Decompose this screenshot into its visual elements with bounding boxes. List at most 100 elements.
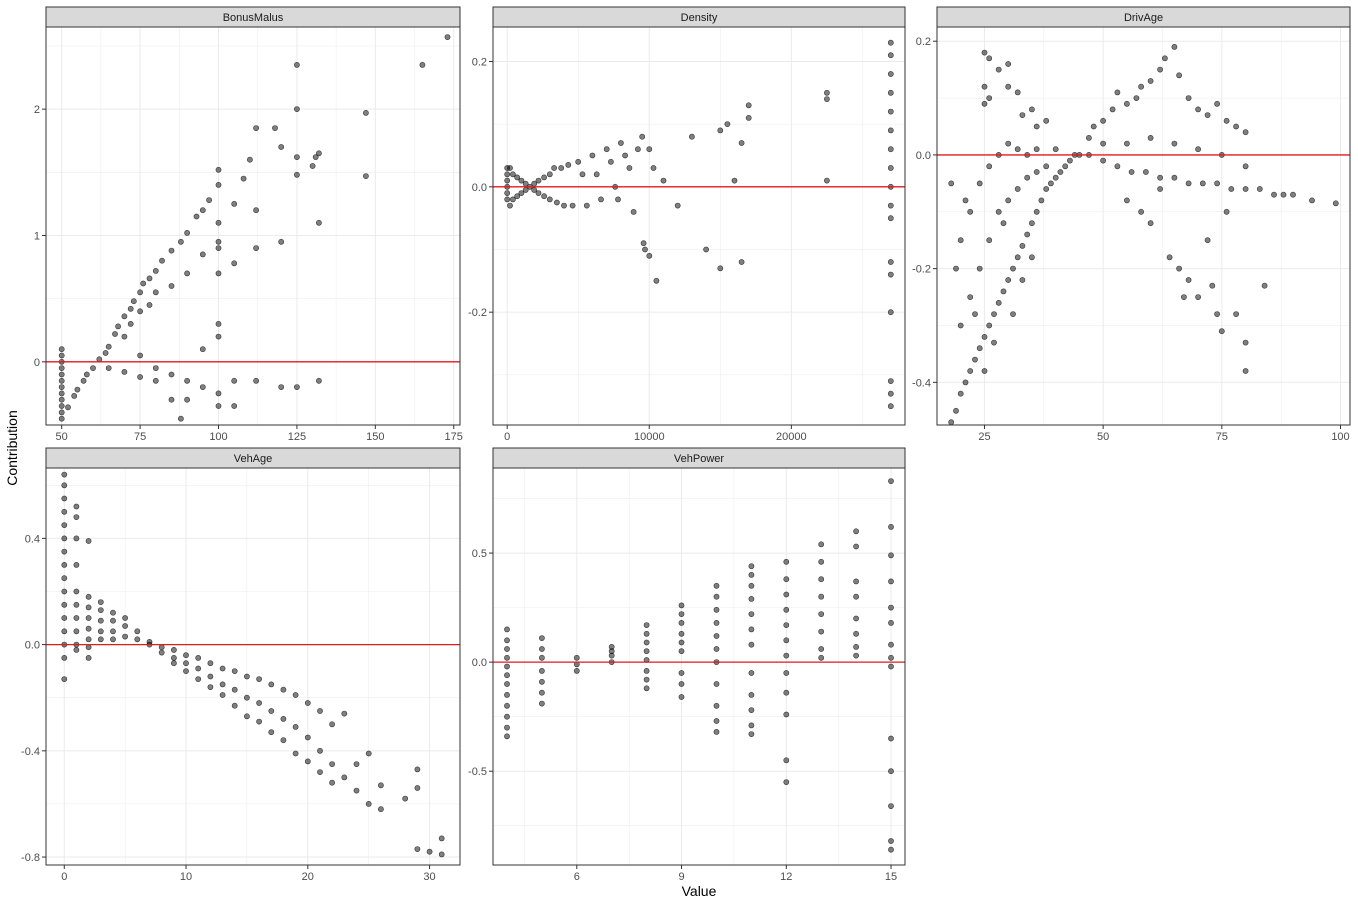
data-point bbox=[853, 630, 859, 637]
data-point bbox=[957, 322, 964, 329]
data-point bbox=[58, 371, 65, 378]
data-point bbox=[1014, 254, 1021, 261]
data-point bbox=[967, 208, 974, 215]
data-point bbox=[995, 66, 1002, 73]
data-point bbox=[215, 245, 222, 251]
data-point bbox=[1014, 186, 1021, 192]
data-point bbox=[85, 644, 92, 651]
data-point bbox=[278, 238, 285, 245]
data-point bbox=[504, 663, 510, 670]
data-point bbox=[1214, 311, 1220, 317]
data-point bbox=[678, 681, 685, 687]
data-point bbox=[995, 299, 1002, 306]
data-point bbox=[1195, 294, 1201, 300]
data-point bbox=[184, 229, 190, 236]
data-point bbox=[967, 368, 974, 374]
data-point bbox=[231, 686, 238, 693]
data-point bbox=[215, 166, 222, 173]
data-point bbox=[887, 390, 894, 397]
data-point bbox=[504, 692, 510, 698]
data-point bbox=[887, 202, 894, 209]
data-point bbox=[888, 663, 894, 670]
data-point bbox=[608, 652, 615, 659]
x-tick-label: 6 bbox=[574, 871, 580, 883]
data-points bbox=[504, 39, 894, 410]
data-point bbox=[738, 259, 745, 265]
data-point bbox=[1010, 311, 1016, 317]
data-point bbox=[199, 207, 206, 214]
data-point bbox=[231, 403, 238, 409]
data-point bbox=[1057, 169, 1064, 175]
data-point bbox=[85, 625, 92, 632]
data-point bbox=[1171, 44, 1178, 50]
facet-strip-label: VehPower bbox=[674, 453, 724, 465]
data-point bbox=[1166, 254, 1173, 261]
data-point bbox=[219, 665, 226, 672]
y-tick-label: -0.4 bbox=[912, 377, 931, 389]
data-point bbox=[981, 368, 988, 374]
data-point bbox=[713, 593, 720, 600]
x-tick-label: 10 bbox=[180, 871, 192, 883]
y-tick-label: 2 bbox=[34, 104, 40, 116]
data-point bbox=[309, 163, 316, 169]
data-point bbox=[58, 396, 65, 403]
data-point bbox=[61, 615, 68, 621]
data-point bbox=[991, 339, 997, 346]
data-point bbox=[818, 576, 825, 583]
y-tick-label: 0.4 bbox=[25, 533, 40, 545]
data-point bbox=[887, 259, 894, 265]
data-point bbox=[579, 171, 586, 178]
data-point bbox=[1162, 55, 1168, 62]
data-point bbox=[976, 265, 983, 272]
data-point bbox=[61, 676, 68, 682]
data-point bbox=[146, 302, 153, 308]
data-point bbox=[678, 639, 685, 646]
data-point bbox=[1214, 100, 1220, 107]
data-point bbox=[73, 628, 80, 635]
data-point bbox=[504, 702, 510, 709]
data-point bbox=[888, 524, 894, 530]
data-point bbox=[253, 377, 259, 384]
data-point bbox=[1033, 208, 1040, 215]
data-point bbox=[65, 404, 71, 411]
x-tick-label: 9 bbox=[678, 871, 684, 883]
data-point bbox=[546, 196, 553, 203]
data-point bbox=[504, 171, 511, 178]
data-point bbox=[713, 620, 720, 626]
data-point bbox=[1019, 277, 1026, 283]
data-point bbox=[419, 62, 426, 68]
x-tick-label: 30 bbox=[423, 871, 435, 883]
data-point bbox=[110, 609, 116, 616]
data-point bbox=[504, 190, 511, 196]
data-point bbox=[1086, 134, 1092, 141]
data-point bbox=[134, 628, 141, 635]
data-point bbox=[58, 415, 65, 422]
data-point bbox=[1332, 200, 1339, 207]
data-point bbox=[170, 660, 177, 667]
data-point bbox=[215, 181, 222, 188]
panel-border bbox=[936, 26, 1351, 426]
data-point bbox=[731, 177, 738, 184]
data-point bbox=[962, 379, 969, 386]
data-points bbox=[58, 34, 451, 422]
data-point bbox=[539, 668, 545, 674]
data-point bbox=[818, 558, 825, 565]
panel-border bbox=[492, 467, 906, 866]
data-point bbox=[1024, 231, 1031, 238]
data-point bbox=[1309, 197, 1315, 204]
data-point bbox=[1038, 197, 1045, 204]
data-point bbox=[1033, 169, 1040, 175]
data-point bbox=[278, 144, 285, 150]
data-point bbox=[510, 171, 516, 178]
data-point bbox=[745, 102, 752, 109]
data-point bbox=[507, 165, 513, 171]
data-point bbox=[818, 611, 825, 617]
data-point bbox=[85, 636, 92, 643]
data-point bbox=[256, 676, 262, 682]
data-point bbox=[110, 628, 116, 635]
x-tick-label: 20 bbox=[302, 871, 314, 883]
data-point bbox=[83, 371, 90, 378]
data-point bbox=[535, 190, 542, 196]
x-tick-label: 75 bbox=[1216, 431, 1228, 443]
facet-panel: VehPower 6 9 12 15 -0.5 0.0 0.5 bbox=[468, 447, 906, 883]
